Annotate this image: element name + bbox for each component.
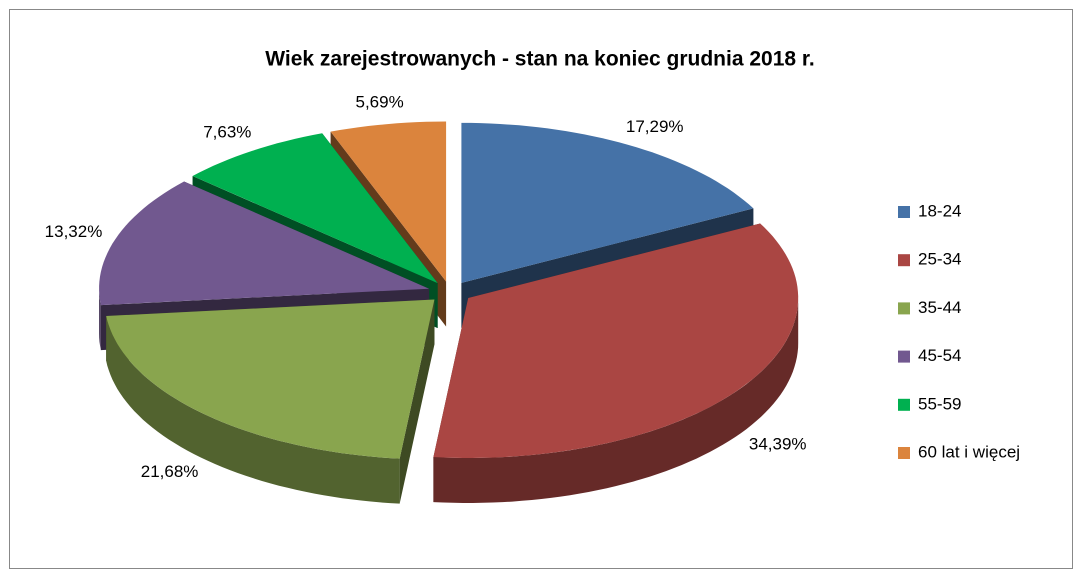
legend-swatch (898, 302, 910, 315)
data-label: 34,39% (749, 434, 807, 453)
pie-slice (433, 223, 799, 458)
legend-swatch (898, 206, 910, 218)
data-label: 13,32% (45, 222, 103, 241)
outer-wall (106, 316, 400, 504)
legend-swatch (898, 350, 910, 363)
data-label: 7,63% (203, 123, 251, 142)
pie-slice (99, 181, 430, 306)
legend-swatch (898, 447, 910, 459)
legend-label: 60 lat i więcej (918, 442, 1020, 461)
chart-title: Wiek zarejestrowanych - stan na koniec g… (265, 48, 815, 71)
pie-slice (330, 121, 447, 282)
data-label: 5,69% (355, 93, 403, 112)
data-label: 17,29% (626, 117, 684, 136)
pie-slice (461, 122, 754, 283)
legend-swatch (898, 254, 910, 267)
side-wall (399, 299, 435, 504)
data-label: 21,68% (141, 462, 199, 481)
legend-swatch (898, 398, 910, 411)
outer-wall (433, 298, 799, 503)
legend-label: 35-44 (918, 298, 961, 317)
legend-label: 55-59 (918, 394, 961, 413)
pie-slice (192, 133, 438, 284)
legend-label: 45-54 (918, 346, 961, 365)
pie-slice (106, 299, 435, 459)
legend-label: 18-24 (918, 201, 961, 220)
outer-wall (99, 288, 101, 351)
legend-label: 25-34 (918, 250, 961, 269)
